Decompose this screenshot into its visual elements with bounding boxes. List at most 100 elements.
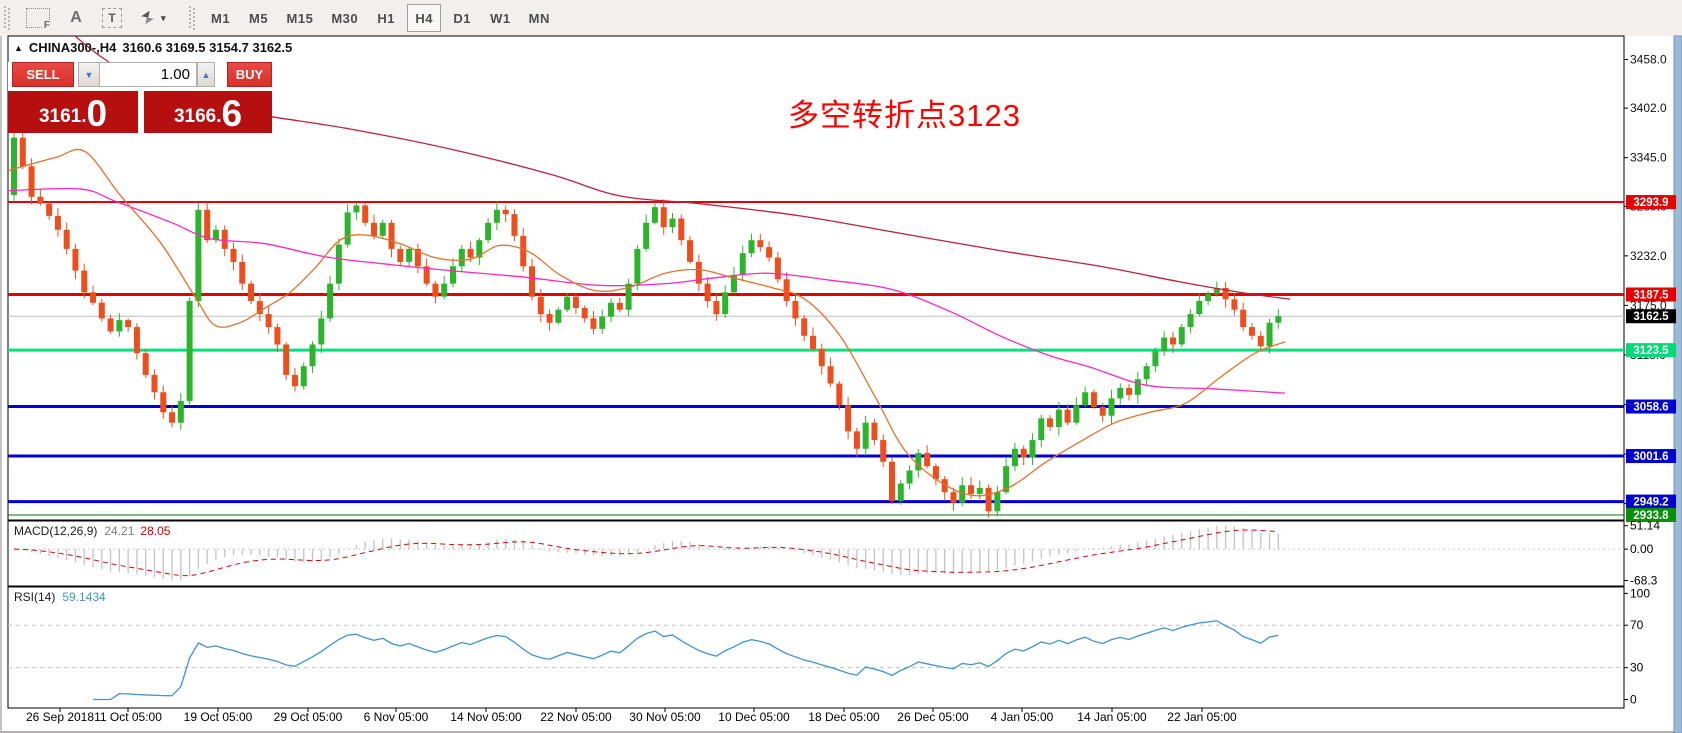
timeframe-button-h4[interactable]: H4	[407, 4, 442, 32]
candle-body	[695, 261, 702, 284]
macd-name: MACD(12,26,9)	[14, 524, 98, 538]
macd-axis[interactable]: 51.14 0.00 -68.3	[1624, 519, 1660, 588]
candle-body	[125, 320, 132, 328]
candle-body	[327, 283, 334, 319]
candle-body	[985, 487, 992, 512]
timeframe-button-m5[interactable]: M5	[242, 4, 276, 32]
price-badge	[1626, 507, 1676, 522]
date-axis-label: 14 Jan 05:00	[1077, 710, 1147, 724]
candle-body	[318, 318, 325, 345]
candle-body	[678, 218, 685, 241]
candle-body	[564, 296, 571, 310]
candle-body	[344, 212, 351, 245]
price-badge-label: 3001.6	[1633, 451, 1668, 463]
rsi-plot	[8, 620, 1624, 701]
price-axis-label: 3458.0	[1630, 52, 1667, 66]
candle-body	[924, 453, 931, 467]
candle-body	[739, 253, 746, 275]
candle-body	[1231, 299, 1238, 310]
chart-grid-f-tool-button[interactable]: F	[19, 4, 57, 32]
candle-body	[1143, 366, 1150, 380]
candle-body	[555, 309, 562, 323]
candle-body	[651, 207, 658, 223]
text-box-tool-button[interactable]: T	[95, 4, 129, 32]
timeframe-button-w1[interactable]: W1	[483, 4, 518, 32]
candle-body	[660, 207, 667, 228]
candle-body	[932, 466, 939, 480]
toolbar-drag-handle[interactable]	[4, 6, 11, 30]
candle-body	[1099, 407, 1106, 416]
candle-body	[485, 222, 492, 241]
candle-body	[458, 248, 465, 267]
ohlc-quote-label: 3160.6 3169.5 3154.7 3162.5	[122, 40, 293, 55]
candle-body	[283, 344, 290, 375]
timeframe-button-m30[interactable]: M30	[324, 4, 365, 32]
rsi-pane[interactable]	[7, 586, 1625, 709]
sell-button[interactable]: SELL	[12, 62, 74, 87]
arrow-shapes-tool-button[interactable]: ▾	[133, 4, 173, 32]
buy-button[interactable]: BUY	[227, 62, 272, 87]
ask-price-button[interactable]: 3166. 6	[144, 91, 272, 133]
candle-body	[590, 318, 597, 329]
timeframe-button-h1[interactable]: H1	[369, 4, 403, 32]
volume-increase-button[interactable]: ▲	[197, 62, 215, 87]
mid-ma-line	[8, 187, 1286, 394]
candle-body	[291, 374, 298, 387]
volume-decrease-button[interactable]: ▼	[78, 62, 100, 87]
candle-body	[880, 440, 887, 462]
candle-body	[827, 366, 834, 384]
price-badge-label: 3293.9	[1633, 197, 1668, 209]
candle-body	[845, 405, 852, 432]
candle-body	[1003, 466, 1010, 493]
text-label-tool-button[interactable]: A	[61, 4, 91, 32]
collapse-triangle-icon[interactable]: ▲	[14, 42, 23, 53]
candle-body	[195, 209, 202, 302]
rsi-axis[interactable]: 100 70 30 0	[1624, 586, 1650, 707]
candle-body	[581, 307, 588, 319]
rsi-axis-label: 100	[1630, 586, 1650, 600]
candle-body	[186, 301, 193, 401]
candle-body	[230, 248, 237, 262]
macd-indicator-label: MACD(12,26,9) 24.21 28.05	[14, 524, 170, 538]
volume-input[interactable]: 1.00	[99, 62, 197, 87]
date-axis-label: 19 Oct 05:00	[184, 710, 253, 724]
macd-pane[interactable]	[7, 520, 1625, 587]
price-badge-label: 3058.6	[1633, 402, 1668, 414]
candle-body	[783, 279, 790, 302]
bid-price-button[interactable]: 3161. 0	[8, 91, 138, 133]
candle-body	[1213, 287, 1220, 295]
candle-body	[406, 248, 413, 262]
date-axis[interactable]: 26 Sep 2018 11 Oct 05:00 19 Oct 05:00 29 Oc…	[26, 708, 1237, 724]
candle-body	[274, 327, 281, 345]
macd-axis-label: 51.14	[1630, 519, 1660, 533]
candle-body	[730, 274, 737, 293]
candle-body	[836, 383, 843, 406]
candle-body	[98, 302, 105, 319]
price-badge-label: 2933.8	[1633, 510, 1669, 522]
price-badge	[1626, 309, 1676, 324]
date-axis-label: 26 Sep 2018	[26, 710, 94, 724]
price-badge	[1626, 494, 1676, 509]
rsi-line	[93, 620, 1279, 701]
candle-body	[809, 335, 816, 349]
candle-body	[766, 247, 773, 258]
candle-body	[634, 248, 641, 284]
ask-price-main: 3166.	[173, 106, 222, 127]
timeframe-button-d1[interactable]: D1	[445, 4, 479, 32]
timeframe-button-mn[interactable]: MN	[522, 4, 557, 32]
candle-body	[90, 292, 97, 303]
candle-body	[871, 422, 878, 441]
candle-body	[572, 296, 579, 308]
candle-body	[818, 348, 825, 367]
timeframe-button-m15[interactable]: M15	[280, 4, 321, 32]
timeframe-button-m1[interactable]: M1	[204, 4, 238, 32]
date-axis-label: 22 Nov 05:00	[540, 710, 612, 724]
candle-body	[1134, 379, 1141, 395]
price-badges: 3293.9 3187.5 3123.5 3058.6 3001.6 2949.22933…	[1626, 195, 1676, 522]
candle-body	[792, 301, 799, 319]
candle-body	[450, 266, 456, 284]
price-badge	[1626, 343, 1676, 358]
toolbar-drag-handle[interactable]	[188, 6, 196, 30]
price-badge	[1626, 195, 1676, 210]
